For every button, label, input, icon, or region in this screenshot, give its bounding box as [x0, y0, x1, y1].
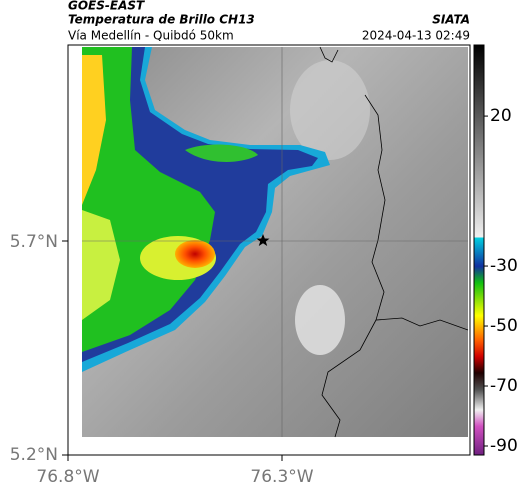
- colorbar-tick-label: -90: [490, 436, 518, 456]
- colorbar: 20 -30 -50 -70 -90: [473, 44, 518, 456]
- lon-label: 76.8°W: [36, 467, 99, 487]
- agency-title: SIATA: [432, 13, 470, 27]
- colorbar-tick-label: 20: [490, 106, 512, 126]
- colorbar-tick-label: -30: [490, 256, 518, 276]
- lat-label: 5.7°N: [10, 232, 58, 252]
- source-title: GOES-EAST: [68, 0, 145, 13]
- location-subtitle: Vía Medellín - Quibdó 50km: [68, 29, 234, 43]
- colorbar-tick-label: -70: [490, 376, 518, 396]
- product-title: Temperatura de Brillo CH13: [68, 13, 255, 27]
- colorbar-tick-label: -50: [490, 316, 518, 336]
- timestamp: 2024-04-13 02:49: [362, 29, 470, 43]
- colorbar-scale: [473, 44, 485, 456]
- lat-label: 5.2°N: [10, 445, 58, 465]
- lon-label: 76.3°W: [250, 467, 313, 487]
- map-image: [67, 44, 471, 456]
